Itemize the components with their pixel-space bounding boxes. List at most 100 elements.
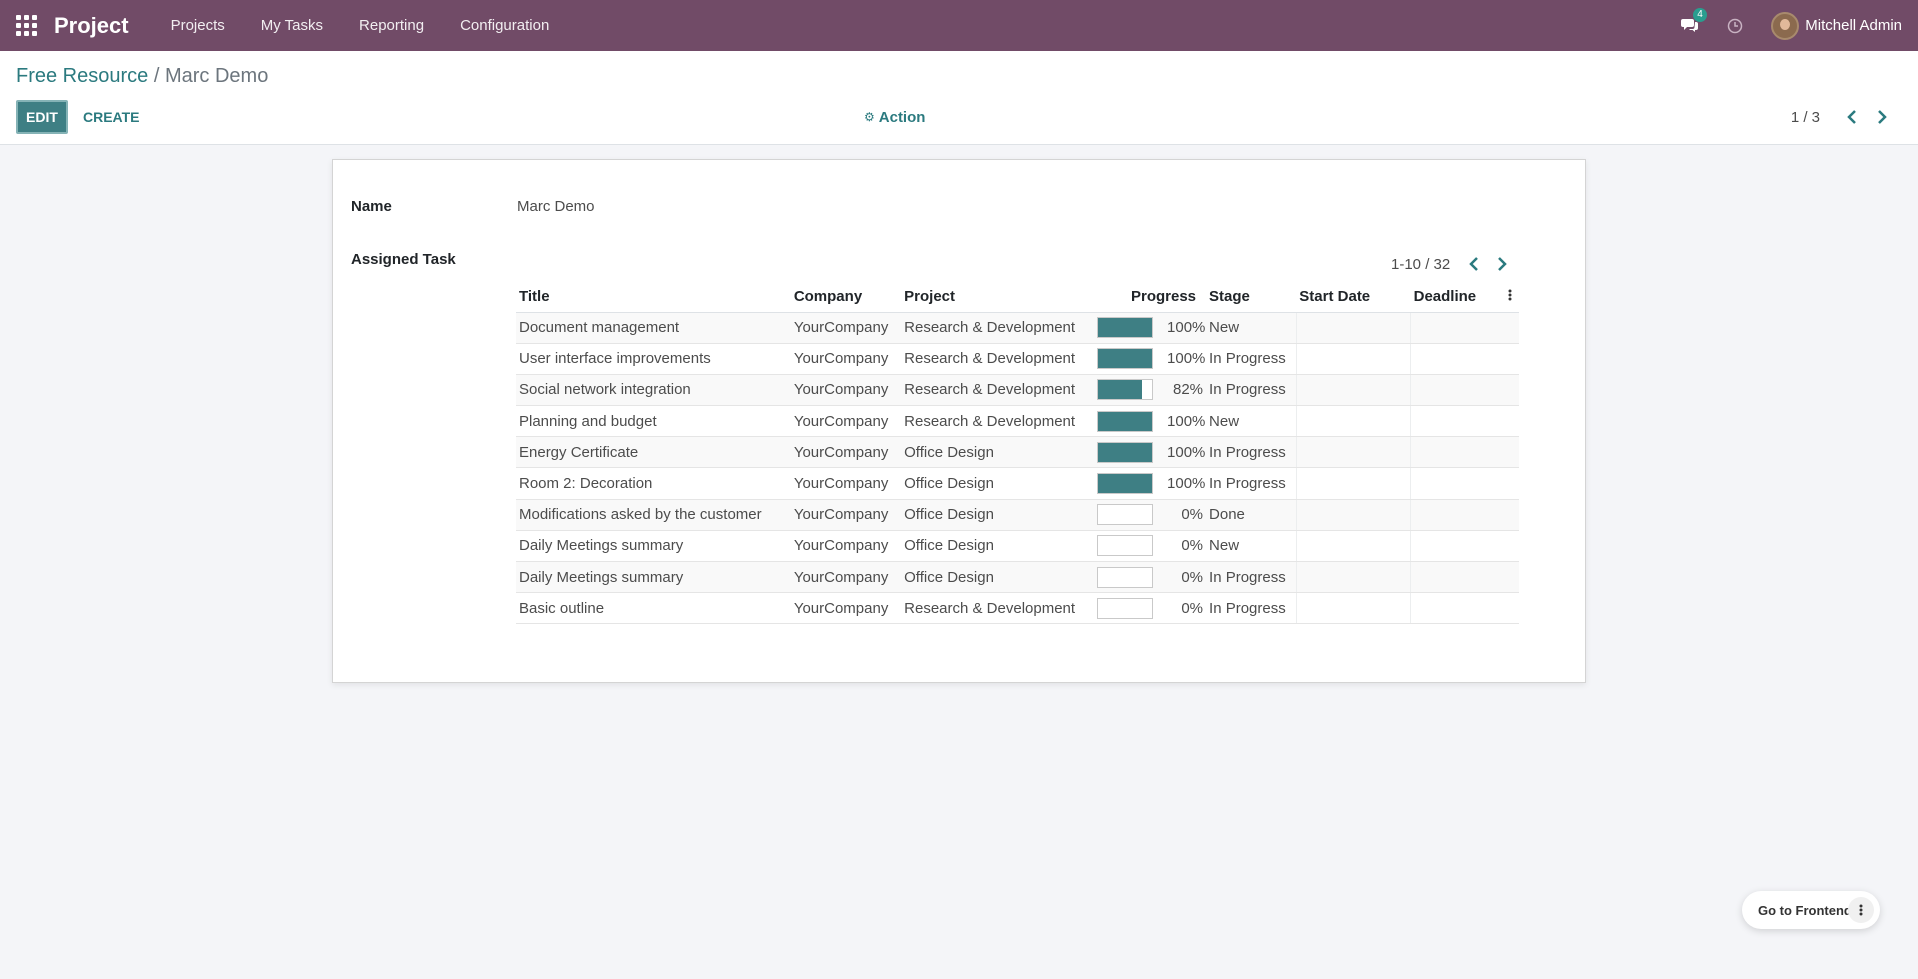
task-progress: 0% <box>1087 592 1207 625</box>
breadcrumb-separator: / <box>153 65 160 87</box>
task-row-spacer <box>1500 530 1519 563</box>
column-header-start-date[interactable]: Start Date <box>1296 281 1411 313</box>
task-project: Office Design <box>901 436 1088 469</box>
gear-icon: ⚙ <box>864 110 875 124</box>
task-progress: 82% <box>1087 374 1207 407</box>
column-header-deadline[interactable]: Deadline <box>1410 281 1501 313</box>
task-start-date <box>1295 436 1411 469</box>
task-title: Modifications asked by the customer <box>516 499 791 531</box>
optional-columns-icon[interactable] <box>1500 281 1519 313</box>
task-stage: In Progress <box>1206 467 1297 500</box>
frontend-menu-icon[interactable] <box>1848 897 1874 923</box>
table-row[interactable]: Daily Meetings summary YourCompany Office … <box>516 530 1519 563</box>
task-row-spacer <box>1500 499 1519 531</box>
task-row-spacer <box>1500 343 1519 375</box>
task-progress: 100% <box>1087 405 1207 438</box>
task-pager-previous-icon[interactable] <box>1464 254 1484 274</box>
table-row[interactable]: Social network integration YourCompany Res… <box>516 374 1519 407</box>
progress-bar <box>1097 504 1154 526</box>
task-progress: 100% <box>1087 343 1207 375</box>
task-company: YourCompany <box>790 374 902 407</box>
messages-count-badge: 4 <box>1693 7 1707 22</box>
task-title: Document management <box>516 312 791 344</box>
name-value: Marc Demo <box>517 198 595 215</box>
table-header-row: Title Company Project Progress Stage Sta… <box>516 281 1519 313</box>
create-button[interactable]: CREATE <box>83 109 140 125</box>
progress-bar <box>1097 473 1154 495</box>
progress-bar <box>1097 597 1154 619</box>
table-row[interactable]: User interface improvements YourCompany Re… <box>516 343 1519 375</box>
menu-item-configuration[interactable]: Configuration <box>460 17 550 34</box>
task-project: Research & Development <box>901 343 1088 375</box>
breadcrumb-parent[interactable]: Free Resource <box>16 65 149 87</box>
user-avatar[interactable] <box>1771 11 1800 40</box>
progress-bar <box>1097 535 1154 557</box>
menu-item-projects[interactable]: Projects <box>170 17 225 34</box>
task-row-spacer <box>1500 374 1519 407</box>
pager-previous-icon[interactable] <box>1842 107 1862 127</box>
column-header-title[interactable]: Title <box>516 281 791 313</box>
task-pager-value[interactable]: 1-10 / 32 <box>1391 255 1451 273</box>
task-project: Research & Development <box>901 312 1088 344</box>
progress-percent: 0% <box>1181 506 1204 524</box>
apps-grid-icon[interactable] <box>16 15 38 37</box>
task-stage: New <box>1206 530 1297 563</box>
column-header-company[interactable]: Company <box>790 281 902 313</box>
progress-bar-fill <box>1098 380 1143 400</box>
messages-icon[interactable]: 4 <box>1681 7 1707 35</box>
table-row[interactable]: Planning and budget YourCompany Research &… <box>516 405 1519 438</box>
task-project: Office Design <box>901 530 1088 563</box>
task-title: User interface improvements <box>516 343 791 375</box>
control-panel: Free Resource / Marc Demo EDIT CREATE ⚙ … <box>0 51 1918 145</box>
task-title: Daily Meetings summary <box>516 530 791 563</box>
column-header-progress[interactable]: Progress <box>1087 281 1207 313</box>
edit-button[interactable]: EDIT <box>16 100 68 134</box>
task-title: Basic outline <box>516 592 791 625</box>
column-header-stage[interactable]: Stage <box>1206 281 1297 313</box>
pager-value[interactable]: 1 / 3 <box>1790 108 1820 126</box>
task-stage: New <box>1206 312 1297 344</box>
task-progress: 100% <box>1087 436 1207 469</box>
column-header-project[interactable]: Project <box>901 281 1088 313</box>
task-deadline <box>1410 467 1501 500</box>
top-navbar: Project Projects My Tasks Reporting Conf… <box>0 0 1918 51</box>
task-title: Energy Certificate <box>516 436 791 469</box>
task-project: Office Design <box>901 499 1088 531</box>
task-list-pager: 1-10 / 32 <box>1391 254 1520 274</box>
task-start-date <box>1295 374 1411 407</box>
task-project: Research & Development <box>901 405 1088 438</box>
task-company: YourCompany <box>790 467 902 500</box>
task-progress: 0% <box>1087 499 1207 531</box>
progress-percent: 100% <box>1167 319 1206 337</box>
menu-item-reporting[interactable]: Reporting <box>359 17 425 34</box>
table-row[interactable]: Document management YourCompany Research &… <box>516 312 1519 344</box>
name-label: Name <box>351 198 392 215</box>
table-row[interactable]: Modifications asked by the customer YourC… <box>516 499 1519 531</box>
table-row[interactable]: Basic outline YourCompany Research & Devel… <box>516 592 1519 625</box>
task-company: YourCompany <box>790 592 902 625</box>
menu-item-my-tasks[interactable]: My Tasks <box>260 17 324 34</box>
go-to-frontend-button[interactable]: Go to Frontend <box>1758 902 1852 918</box>
progress-bar-fill <box>1098 411 1153 431</box>
breadcrumb: Free Resource / Marc Demo <box>16 65 268 88</box>
table-row[interactable]: Room 2: Decoration YourCompany Office Desi… <box>516 467 1519 500</box>
task-pager-next-icon[interactable] <box>1492 254 1512 274</box>
app-brand[interactable]: Project <box>54 12 129 38</box>
activity-clock-icon[interactable] <box>1727 18 1743 34</box>
table-row[interactable]: Energy Certificate YourCompany Office Desi… <box>516 436 1519 469</box>
progress-bar <box>1097 566 1154 588</box>
task-title: Social network integration <box>516 374 791 407</box>
action-dropdown[interactable]: ⚙ Action <box>864 100 925 134</box>
pager-next-icon[interactable] <box>1872 107 1892 127</box>
task-deadline <box>1410 561 1501 594</box>
task-deadline <box>1410 405 1501 438</box>
task-row-spacer <box>1500 312 1519 344</box>
task-title: Room 2: Decoration <box>516 467 791 500</box>
user-name[interactable]: Mitchell Admin <box>1805 17 1902 34</box>
progress-bar <box>1097 317 1154 339</box>
task-start-date <box>1295 530 1411 563</box>
task-deadline <box>1410 343 1501 375</box>
table-row[interactable]: Daily Meetings summary YourCompany Office … <box>516 561 1519 594</box>
progress-percent: 0% <box>1181 599 1204 617</box>
progress-bar-fill <box>1098 474 1153 494</box>
